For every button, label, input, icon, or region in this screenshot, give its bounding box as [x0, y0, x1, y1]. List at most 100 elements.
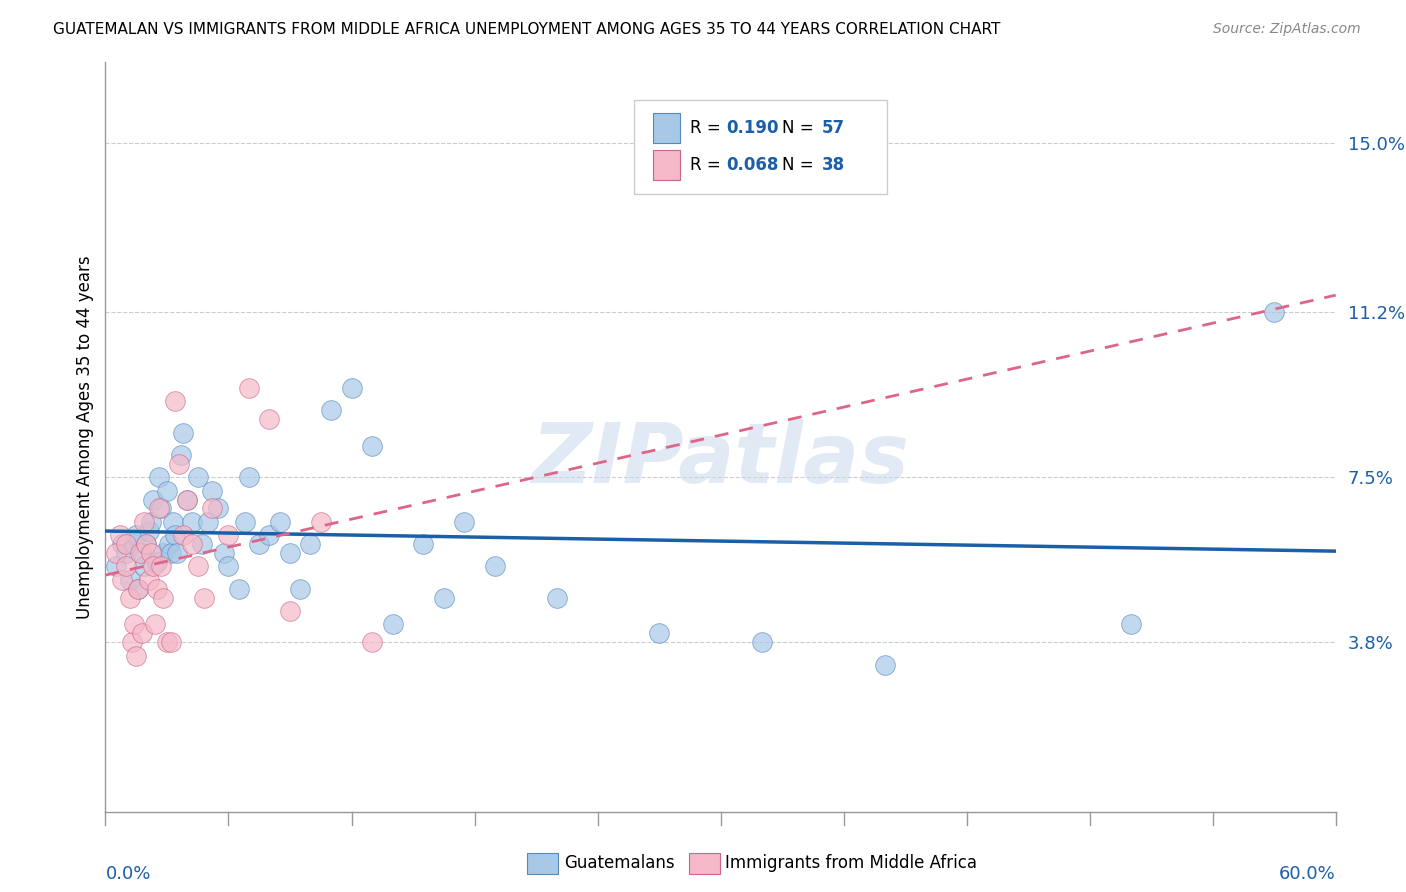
Point: [104, 546, 127, 560]
Point: [309, 515, 332, 529]
FancyBboxPatch shape: [652, 112, 681, 143]
FancyBboxPatch shape: [652, 150, 681, 180]
Point: [180, 515, 202, 529]
Point: [139, 515, 162, 529]
Point: [187, 470, 209, 484]
Point: [142, 492, 165, 507]
Text: GUATEMALAN VS IMMIGRANTS FROM MIDDLE AFRICA UNEMPLOYMENT AMONG AGES 35 TO 44 YEA: GUATEMALAN VS IMMIGRANTS FROM MIDDLE AFR…: [53, 22, 1001, 37]
Text: 57: 57: [821, 119, 845, 136]
Point: [148, 501, 170, 516]
Point: [165, 394, 187, 409]
Point: [157, 537, 180, 551]
Point: [546, 591, 568, 605]
Point: [131, 626, 153, 640]
Point: [125, 648, 148, 663]
Point: [648, 626, 671, 640]
Point: [152, 546, 174, 560]
Text: N =: N =: [782, 119, 818, 136]
Point: [247, 537, 270, 551]
Point: [121, 635, 143, 649]
Point: [873, 657, 896, 672]
Text: R =: R =: [690, 156, 725, 174]
Text: Guatemalans: Guatemalans: [564, 855, 675, 872]
Point: [122, 617, 145, 632]
Point: [149, 501, 172, 516]
Point: [412, 537, 434, 551]
Point: [191, 537, 214, 551]
Point: [104, 559, 127, 574]
Point: [259, 528, 281, 542]
Point: [122, 537, 145, 551]
Point: [1119, 617, 1142, 632]
Text: 0.0%: 0.0%: [105, 865, 150, 883]
Point: [278, 546, 301, 560]
Y-axis label: Unemployment Among Ages 35 to 44 years: Unemployment Among Ages 35 to 44 years: [76, 255, 94, 619]
Point: [381, 617, 404, 632]
Text: 60.0%: 60.0%: [1279, 865, 1336, 883]
Point: [134, 559, 156, 574]
Point: [138, 524, 160, 538]
Point: [139, 546, 162, 560]
Point: [340, 381, 363, 395]
Point: [148, 470, 170, 484]
Point: [120, 591, 141, 605]
Point: [238, 470, 260, 484]
Point: [152, 591, 174, 605]
Point: [187, 559, 209, 574]
Point: [201, 501, 224, 516]
Point: [149, 559, 172, 574]
Point: [180, 537, 202, 551]
Point: [1263, 305, 1285, 319]
Point: [433, 591, 456, 605]
Text: 0.068: 0.068: [727, 156, 779, 174]
Point: [176, 492, 198, 507]
Point: [751, 635, 773, 649]
Text: R =: R =: [690, 119, 725, 136]
Point: [111, 537, 134, 551]
Point: [233, 515, 256, 529]
Text: ZIPatlas: ZIPatlas: [531, 419, 910, 500]
Point: [228, 582, 250, 596]
Point: [135, 537, 157, 551]
Point: [120, 573, 141, 587]
Point: [218, 528, 240, 542]
Point: [169, 457, 191, 471]
Point: [269, 515, 291, 529]
Point: [172, 528, 194, 542]
Point: [197, 515, 219, 529]
Point: [115, 537, 138, 551]
Point: [207, 501, 229, 516]
Point: [166, 546, 188, 560]
Point: [134, 515, 156, 529]
Point: [238, 381, 260, 395]
Point: [361, 635, 384, 649]
Text: Source: ZipAtlas.com: Source: ZipAtlas.com: [1213, 22, 1361, 37]
Point: [193, 591, 215, 605]
Point: [156, 635, 179, 649]
Point: [214, 546, 236, 560]
FancyBboxPatch shape: [634, 100, 887, 194]
Text: 38: 38: [821, 156, 845, 174]
Point: [259, 412, 281, 426]
Point: [145, 555, 167, 569]
Point: [201, 483, 224, 498]
Point: [319, 403, 342, 417]
Point: [125, 528, 148, 542]
Text: 0.190: 0.190: [727, 119, 779, 136]
Point: [160, 635, 183, 649]
Point: [165, 528, 187, 542]
Point: [131, 546, 153, 560]
Text: Immigrants from Middle Africa: Immigrants from Middle Africa: [725, 855, 977, 872]
Point: [361, 439, 384, 453]
Point: [290, 582, 312, 596]
Text: N =: N =: [782, 156, 818, 174]
Point: [115, 559, 138, 574]
Point: [129, 546, 152, 560]
Point: [453, 515, 475, 529]
Point: [218, 559, 240, 574]
Point: [111, 573, 134, 587]
Point: [170, 448, 193, 462]
Point: [115, 546, 138, 560]
Point: [142, 559, 165, 574]
Point: [108, 528, 131, 542]
